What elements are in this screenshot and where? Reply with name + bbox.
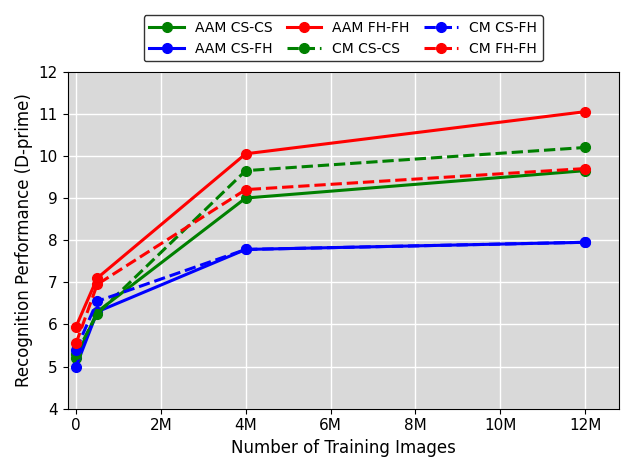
X-axis label: Number of Training Images: Number of Training Images [231, 439, 456, 457]
CM FH-FH [581, 166, 589, 171]
CM CS-CS [72, 351, 80, 357]
CM CS-CS [581, 144, 589, 150]
CM CS-FH [72, 347, 80, 353]
Line: AAM FH-FH: AAM FH-FH [71, 107, 590, 331]
AAM FH-FH [242, 151, 250, 157]
AAM FH-FH [581, 109, 589, 115]
CM CS-FH [581, 239, 589, 245]
CM CS-FH [242, 246, 250, 252]
CM CS-CS [93, 311, 101, 317]
Y-axis label: Recognition Performance (D-prime): Recognition Performance (D-prime) [15, 93, 33, 387]
CM FH-FH [72, 341, 80, 346]
Line: CM CS-FH: CM CS-FH [71, 237, 590, 354]
AAM CS-FH [72, 364, 80, 370]
AAM FH-FH [93, 275, 101, 281]
AAM CS-CS [581, 168, 589, 174]
CM CS-CS [242, 168, 250, 174]
Line: CM FH-FH: CM FH-FH [71, 164, 590, 348]
AAM CS-FH [242, 246, 250, 252]
AAM FH-FH [72, 324, 80, 329]
Line: AAM CS-CS: AAM CS-CS [71, 166, 590, 363]
CM FH-FH [242, 187, 250, 193]
Legend: AAM CS-CS, AAM CS-FH, AAM FH-FH, CM CS-CS, CM CS-FH, CM FH-FH: AAM CS-CS, AAM CS-FH, AAM FH-FH, CM CS-C… [144, 15, 543, 61]
AAM CS-CS [72, 355, 80, 361]
Line: CM CS-CS: CM CS-CS [71, 143, 590, 359]
Line: AAM CS-FH: AAM CS-FH [71, 237, 590, 371]
AAM CS-CS [242, 195, 250, 201]
CM FH-FH [93, 282, 101, 287]
AAM CS-CS [93, 309, 101, 315]
AAM CS-FH [581, 239, 589, 245]
CM CS-FH [93, 298, 101, 304]
AAM CS-FH [93, 309, 101, 315]
